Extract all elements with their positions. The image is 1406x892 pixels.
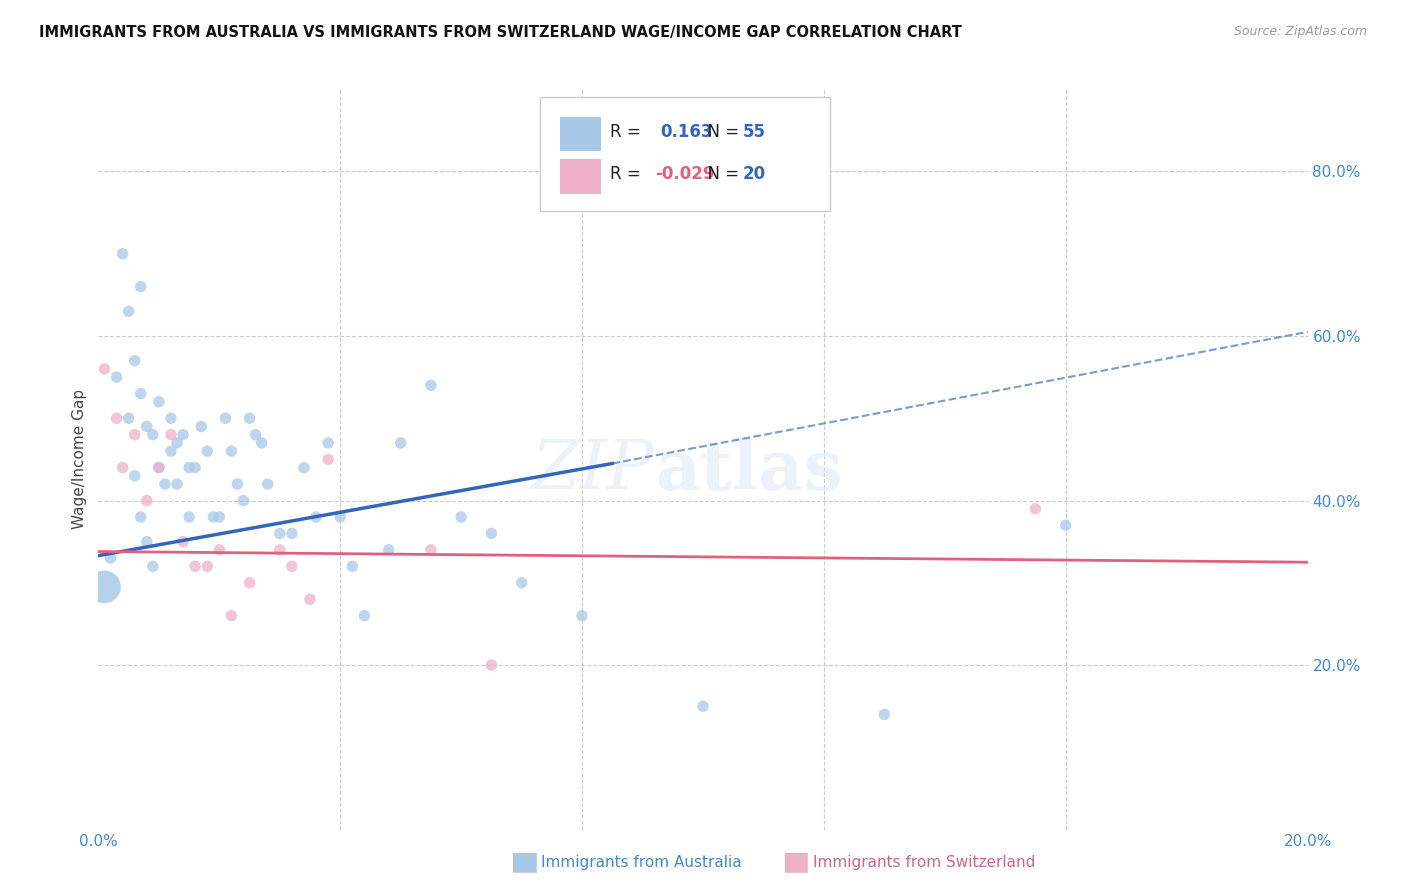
- Point: [124, 353, 146, 368]
- Text: IMMIGRANTS FROM AUSTRALIA VS IMMIGRANTS FROM SWITZERLAND WAGE/INCOME GAP CORRELA: IMMIGRANTS FROM AUSTRALIA VS IMMIGRANTS …: [39, 25, 962, 40]
- Point: [281, 526, 304, 541]
- Point: [148, 460, 170, 475]
- Point: [148, 460, 170, 475]
- Point: [129, 279, 152, 293]
- Point: [1024, 501, 1046, 516]
- Point: [202, 510, 225, 524]
- Text: Source: ZipAtlas.com: Source: ZipAtlas.com: [1233, 25, 1367, 38]
- Point: [129, 510, 152, 524]
- Point: [450, 510, 472, 524]
- Point: [316, 452, 339, 467]
- Text: N =: N =: [697, 165, 744, 184]
- Point: [135, 419, 157, 434]
- Text: 20: 20: [742, 165, 766, 184]
- Point: [105, 411, 128, 425]
- Point: [481, 658, 503, 673]
- FancyBboxPatch shape: [561, 159, 602, 194]
- Point: [329, 510, 352, 524]
- Point: [239, 575, 262, 590]
- Point: [692, 699, 714, 714]
- Point: [184, 559, 207, 574]
- Point: [166, 477, 188, 491]
- Point: [184, 460, 207, 475]
- Point: [111, 460, 134, 475]
- Point: [160, 411, 183, 425]
- Point: [389, 436, 412, 450]
- Point: [420, 378, 443, 392]
- Point: [93, 580, 115, 594]
- Text: Immigrants from Switzerland: Immigrants from Switzerland: [813, 855, 1035, 870]
- Point: [208, 510, 231, 524]
- Point: [111, 246, 134, 260]
- Text: R =: R =: [610, 165, 645, 184]
- Point: [510, 575, 533, 590]
- FancyBboxPatch shape: [540, 96, 830, 211]
- Point: [316, 436, 339, 450]
- Text: -0.029: -0.029: [655, 165, 714, 184]
- Point: [571, 608, 593, 623]
- Point: [292, 460, 315, 475]
- Point: [208, 542, 231, 557]
- Point: [129, 386, 152, 401]
- Point: [342, 559, 364, 574]
- Point: [124, 468, 146, 483]
- Point: [153, 477, 176, 491]
- Point: [873, 707, 896, 722]
- Text: ZIP: ZIP: [531, 437, 655, 504]
- Text: N =: N =: [697, 123, 744, 141]
- Point: [100, 551, 122, 566]
- Point: [148, 394, 170, 409]
- Point: [179, 460, 201, 475]
- Point: [305, 510, 328, 524]
- Point: [93, 362, 115, 376]
- FancyBboxPatch shape: [561, 117, 602, 152]
- Point: [281, 559, 304, 574]
- Point: [190, 419, 212, 434]
- Point: [135, 534, 157, 549]
- Point: [124, 427, 146, 442]
- Point: [420, 542, 443, 557]
- Point: [160, 427, 183, 442]
- Y-axis label: Wage/Income Gap: Wage/Income Gap: [72, 389, 87, 530]
- Point: [214, 411, 236, 425]
- Text: atlas: atlas: [655, 437, 842, 504]
- Point: [221, 608, 243, 623]
- Text: R =: R =: [610, 123, 651, 141]
- Point: [172, 534, 194, 549]
- Point: [1054, 518, 1077, 533]
- Text: Immigrants from Australia: Immigrants from Australia: [541, 855, 742, 870]
- Point: [142, 427, 165, 442]
- Point: [269, 542, 291, 557]
- Point: [239, 411, 262, 425]
- Point: [221, 444, 243, 458]
- Point: [245, 427, 267, 442]
- Point: [160, 444, 183, 458]
- Point: [166, 436, 188, 450]
- Point: [299, 592, 322, 607]
- Point: [250, 436, 273, 450]
- Text: 0.163: 0.163: [661, 123, 713, 141]
- Point: [172, 427, 194, 442]
- Point: [118, 411, 141, 425]
- Point: [135, 493, 157, 508]
- Point: [377, 542, 399, 557]
- Point: [118, 304, 141, 318]
- Point: [179, 510, 201, 524]
- Point: [142, 559, 165, 574]
- Point: [105, 370, 128, 384]
- Point: [226, 477, 249, 491]
- Point: [353, 608, 375, 623]
- Point: [195, 559, 218, 574]
- Text: 55: 55: [742, 123, 766, 141]
- Point: [481, 526, 503, 541]
- Point: [232, 493, 254, 508]
- Point: [256, 477, 278, 491]
- Point: [269, 526, 291, 541]
- Point: [195, 444, 218, 458]
